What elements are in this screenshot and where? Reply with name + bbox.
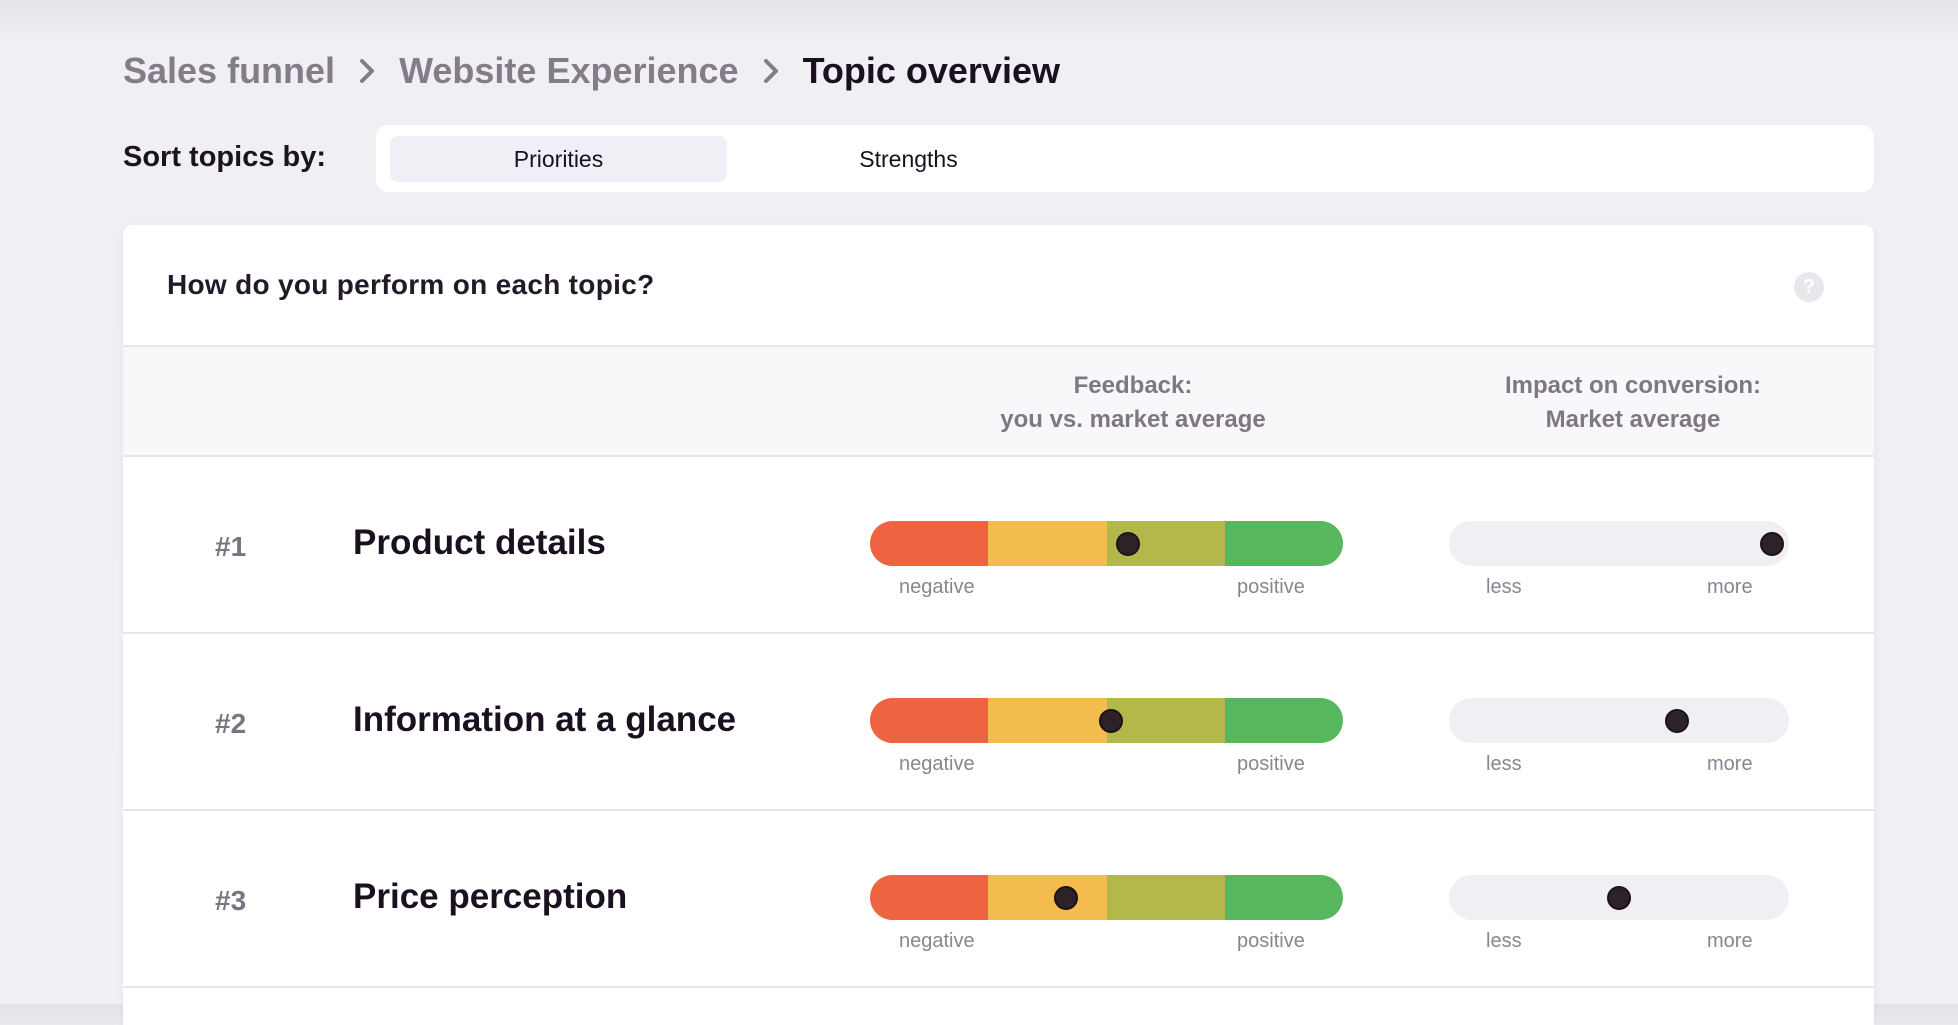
breadcrumb: Sales funnel Website Experience Topic ov… — [123, 46, 1060, 96]
impact-bar — [1449, 698, 1789, 743]
column-header-feedback: Feedback: you vs. market average — [923, 369, 1343, 437]
feedback-low-label: negative — [899, 930, 975, 952]
topic-performance-card: How do you perform on each topic? ? Feed… — [123, 225, 1874, 1025]
chevron-right-icon — [739, 57, 803, 85]
impact-marker — [1760, 532, 1784, 556]
feedback-segment — [988, 521, 1107, 566]
feedback-bar — [870, 521, 1343, 566]
topic-name: Product details — [353, 523, 606, 562]
feedback-segment — [1106, 698, 1225, 743]
breadcrumb-item-website-experience[interactable]: Website Experience — [399, 50, 739, 91]
topic-list: #1 Product details negative positive les… — [123, 457, 1874, 988]
feedback-high-label: positive — [1237, 576, 1305, 598]
topic-row[interactable]: #3 Price perception negative positive le… — [123, 811, 1874, 988]
feedback-segment — [1106, 875, 1225, 920]
column-header-impact-line2: Market average — [1545, 406, 1721, 433]
column-header-feedback-line1: Feedback: — [1073, 372, 1193, 399]
column-header-impact-line1: Impact on conversion: — [1504, 372, 1762, 399]
feedback-high-label: positive — [1237, 753, 1305, 775]
impact-high-label: more — [1707, 576, 1753, 598]
impact-low-label: less — [1486, 930, 1522, 952]
feedback-segment — [1224, 698, 1343, 743]
question-circle-icon[interactable]: ? — [1794, 272, 1824, 302]
feedback-bar — [870, 875, 1343, 920]
breadcrumb-item-sales-funnel[interactable]: Sales funnel — [123, 50, 336, 91]
feedback-low-label: negative — [899, 753, 975, 775]
feedback-segment — [870, 521, 989, 566]
topic-rank: #1 — [215, 531, 247, 562]
feedback-bar — [870, 698, 1343, 743]
column-headers: Feedback: you vs. market average Impact … — [123, 347, 1874, 457]
sort-option-strengths[interactable]: Strengths — [859, 145, 958, 172]
impact-marker — [1664, 709, 1689, 733]
impact-low-label: less — [1486, 753, 1522, 775]
feedback-segment — [988, 698, 1107, 743]
topic-rank: #3 — [215, 885, 247, 916]
topic-name: Information at a glance — [353, 700, 737, 739]
feedback-segment — [1224, 521, 1343, 566]
card-title: How do you perform on each topic? — [167, 269, 655, 300]
feedback-marker — [1054, 886, 1079, 910]
topic-rank: #2 — [215, 708, 247, 739]
impact-marker — [1607, 886, 1631, 910]
column-header-feedback-line2: you vs. market average — [1000, 406, 1266, 433]
feedback-low-label: negative — [899, 576, 975, 598]
feedback-segment — [870, 698, 989, 743]
feedback-high-label: positive — [1237, 930, 1305, 952]
sort-option-priorities[interactable]: Priorities — [390, 136, 727, 182]
column-header-impact: Impact on conversion: Market average — [1423, 369, 1843, 437]
page-title: Topic overview — [802, 50, 1060, 91]
feedback-segment — [1224, 875, 1343, 920]
sort-label: Sort topics by: — [123, 141, 327, 173]
feedback-marker — [1099, 709, 1124, 733]
impact-high-label: more — [1707, 753, 1753, 775]
topic-name: Price perception — [353, 877, 628, 916]
impact-low-label: less — [1486, 576, 1522, 598]
chevron-right-icon — [335, 57, 399, 85]
impact-high-label: more — [1707, 930, 1753, 952]
card-header: How do you perform on each topic? ? — [123, 225, 1874, 347]
impact-bar — [1449, 521, 1789, 566]
feedback-segment — [988, 875, 1107, 920]
sort-segmented-control: Priorities Strengths — [376, 125, 1874, 192]
topic-row[interactable]: #2 Information at a glance negative posi… — [123, 634, 1874, 811]
topic-row[interactable]: #1 Product details negative positive les… — [123, 457, 1874, 634]
feedback-segment — [870, 875, 989, 920]
feedback-marker — [1115, 532, 1140, 556]
sort-row: Sort topics by: Priorities Strengths — [123, 125, 1874, 192]
